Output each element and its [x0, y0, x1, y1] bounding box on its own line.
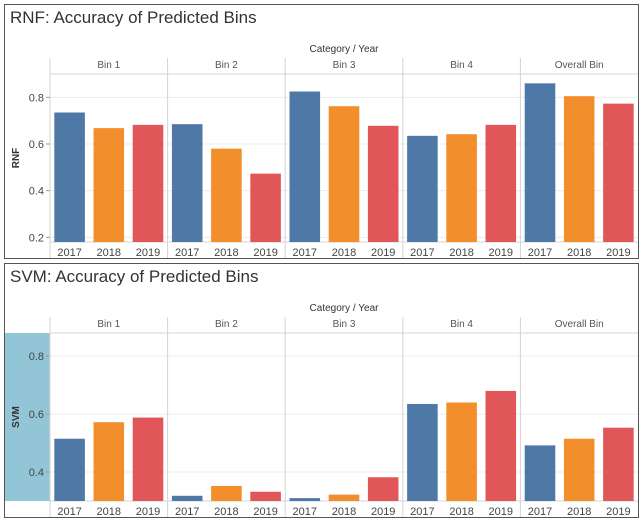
x-tick-label: 2017 [293, 506, 317, 517]
bar [250, 173, 281, 242]
x-tick-label: 2018 [97, 247, 121, 258]
ylabel-highlight [5, 333, 50, 501]
svm-bar-chart: Category / Year 0.4 0.6 0.8 SVM Bin 1 2017 2018… [5, 303, 638, 517]
y-tick-label: 0.8 [29, 92, 44, 104]
x-tick-label: 2017 [293, 247, 317, 258]
y-axis-label: RNF [11, 148, 22, 169]
x-tick-label: 2019 [371, 247, 395, 258]
group-label: Bin 1 [97, 60, 120, 71]
bar [250, 491, 281, 501]
column-header: Category / Year [310, 44, 380, 55]
bar [289, 91, 321, 242]
x-tick-label: 2018 [449, 506, 473, 517]
bar [132, 124, 164, 242]
x-tick-label: 2019 [136, 506, 160, 517]
bar [132, 417, 164, 501]
group-label: Bin 3 [333, 319, 356, 330]
group-label: Overall Bin [555, 319, 604, 330]
bar [524, 445, 556, 501]
bar [407, 135, 438, 242]
chart-title: RNF: Accuracy of Predicted Bins [10, 8, 257, 27]
group-label: Bin 2 [215, 60, 238, 71]
bar [367, 125, 399, 242]
y-tick-label: 0.4 [29, 186, 44, 198]
bar [211, 485, 242, 501]
bar [289, 498, 321, 501]
bar [54, 438, 85, 501]
bar [603, 103, 634, 242]
bar [485, 390, 517, 501]
x-tick-label: 2018 [449, 247, 473, 258]
x-tick-label: 2017 [528, 506, 552, 517]
x-tick-label: 2017 [410, 506, 434, 517]
x-tick-label: 2018 [214, 247, 238, 258]
x-tick-label: 2018 [214, 506, 238, 517]
x-tick-label: 2019 [253, 247, 277, 258]
bar [407, 403, 438, 501]
group-label: Bin 2 [215, 319, 238, 330]
group-label: Bin 3 [333, 60, 356, 71]
bar [171, 124, 203, 242]
x-tick-label: 2017 [57, 247, 81, 258]
rnf-chart-panel: RNF: Accuracy of Predicted Bins Category… [4, 4, 639, 259]
bar [93, 128, 125, 242]
group-label: Bin 1 [97, 319, 120, 330]
bar [563, 438, 595, 501]
x-tick-label: 2018 [97, 506, 121, 517]
bar [171, 495, 203, 501]
rnf-bar-chart: Category / Year 0.2 0.4 0.6 0.8 RNF Bin 1 2017 2… [11, 44, 638, 258]
bar [211, 148, 242, 242]
column-header: Category / Year [310, 303, 380, 314]
y-tick-label: 0.2 [29, 232, 44, 244]
x-tick-label: 2019 [489, 247, 513, 258]
bar [563, 96, 595, 243]
bar [93, 422, 125, 501]
y-tick-label: 0.6 [29, 139, 44, 151]
x-tick-label: 2018 [567, 506, 591, 517]
svm-chart-panel: SVM: Accuracy of Predicted Bins Category… [4, 263, 639, 518]
bar [603, 427, 634, 501]
x-tick-label: 2019 [253, 506, 277, 517]
x-tick-label: 2019 [606, 506, 630, 517]
y-axis-label: SVM [11, 406, 22, 428]
x-tick-label: 2017 [528, 247, 552, 258]
group-label: Bin 4 [450, 319, 473, 330]
x-tick-label: 2017 [175, 506, 199, 517]
x-tick-label: 2017 [175, 247, 199, 258]
x-tick-label: 2019 [606, 247, 630, 258]
y-tick-label: 0.8 [29, 351, 44, 363]
bar [328, 106, 360, 242]
bar [524, 83, 556, 242]
y-tick-label: 0.4 [29, 467, 44, 479]
x-tick-label: 2019 [136, 247, 160, 258]
group-label: Bin 4 [450, 60, 473, 71]
x-tick-label: 2018 [332, 506, 356, 517]
group-label: Overall Bin [555, 60, 604, 71]
x-tick-label: 2018 [567, 247, 591, 258]
x-tick-label: 2017 [410, 247, 434, 258]
x-tick-label: 2019 [489, 506, 513, 517]
bar [54, 112, 85, 242]
x-tick-label: 2018 [332, 247, 356, 258]
x-tick-label: 2017 [57, 506, 81, 517]
chart-title: SVM: Accuracy of Predicted Bins [10, 267, 259, 286]
bar [328, 494, 360, 501]
bar [446, 402, 477, 501]
bar [485, 124, 517, 242]
x-tick-label: 2019 [371, 506, 395, 517]
bar [446, 134, 477, 242]
bar [367, 477, 399, 501]
y-tick-label: 0.6 [29, 409, 44, 421]
